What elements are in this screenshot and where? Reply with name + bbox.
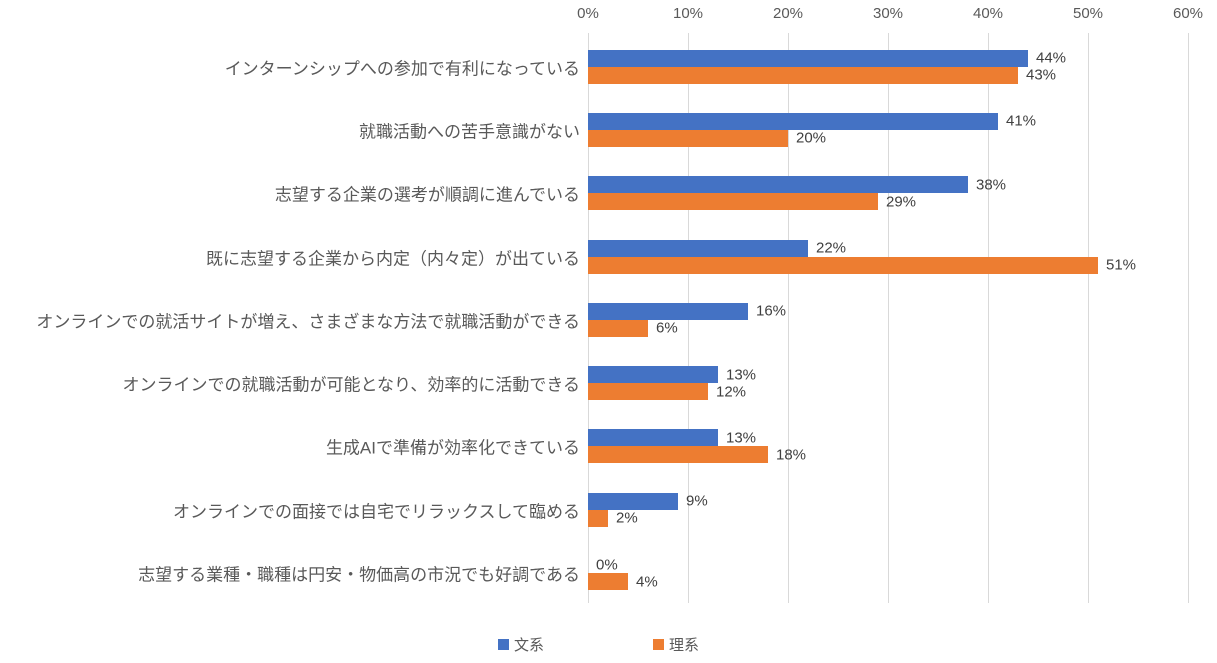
- bar-rikei: [588, 573, 628, 591]
- category-label: 既に志望する企業から内定（内々定）が出ている: [206, 249, 580, 269]
- value-label-bunkei: 41%: [1006, 112, 1037, 130]
- category-label: 志望する業種・職種は円安・物価高の市況でも好調である: [138, 565, 580, 585]
- x-axis-tick-label: 30%: [872, 5, 904, 22]
- value-label-bunkei: 13%: [726, 429, 757, 447]
- value-label-rikei: 43%: [1026, 66, 1057, 84]
- category-label: オンラインでの就職活動が可能となり、効率的に活動できる: [122, 375, 580, 395]
- value-label-rikei: 18%: [776, 446, 807, 464]
- gridline: [788, 33, 789, 603]
- bar-rikei: [588, 509, 608, 527]
- bar-bunkei: [588, 302, 748, 320]
- bar-rikei: [588, 383, 708, 401]
- value-label-rikei: 51%: [1106, 256, 1137, 274]
- bar-rikei: [588, 256, 1098, 274]
- value-label-rikei: 2%: [616, 509, 638, 527]
- value-label-bunkei: 0%: [596, 556, 618, 574]
- category-label: オンラインでの面接では自宅でリラックスして臨める: [173, 502, 580, 522]
- gridline: [988, 33, 989, 603]
- x-axis-tick-label: 40%: [972, 5, 1004, 22]
- legend-item-rikei: 理系: [653, 637, 700, 654]
- value-label-bunkei: 16%: [756, 302, 787, 320]
- value-label-bunkei: 22%: [816, 239, 847, 257]
- category-label: オンラインでの就活サイトが増え、さまざまな方法で就職活動ができる: [36, 312, 580, 332]
- gridline: [888, 33, 889, 603]
- legend-label-bunkei: 文系: [514, 637, 545, 654]
- bar-bunkei: [588, 239, 808, 257]
- bar-bunkei: [588, 366, 718, 384]
- bar-rikei: [588, 193, 878, 211]
- bar-rikei: [588, 446, 768, 464]
- bar-bunkei: [588, 112, 998, 130]
- category-label: 志望する企業の選考が順調に進んでいる: [274, 185, 580, 205]
- x-axis-tick-label: 60%: [1172, 5, 1204, 22]
- bar-bunkei: [588, 49, 1028, 67]
- bar-bunkei: [588, 492, 678, 510]
- x-axis-tick-label: 10%: [672, 5, 704, 22]
- x-axis-tick-label: 20%: [772, 5, 804, 22]
- gridline: [1088, 33, 1089, 603]
- value-label-rikei: 4%: [636, 573, 658, 591]
- legend-swatch-bunkei: [498, 639, 509, 650]
- category-label: インターンシップへの参加で有利になっている: [224, 59, 580, 79]
- x-axis-tick-label: 0%: [577, 5, 599, 22]
- bar-rikei: [588, 319, 648, 337]
- value-label-bunkei: 44%: [1036, 49, 1067, 67]
- value-label-bunkei: 13%: [726, 366, 757, 384]
- value-label-rikei: 20%: [796, 129, 827, 147]
- legend-label-rikei: 理系: [669, 637, 700, 654]
- value-label-bunkei: 9%: [686, 492, 708, 510]
- value-label-rikei: 6%: [656, 319, 678, 337]
- legend-item-bunkei: 文系: [498, 637, 545, 654]
- value-label-bunkei: 38%: [976, 176, 1007, 194]
- x-axis-tick-label: 50%: [1072, 5, 1104, 22]
- bar-rikei: [588, 66, 1018, 84]
- gridline: [1188, 33, 1189, 603]
- bar-bunkei: [588, 176, 968, 194]
- value-label-rikei: 12%: [716, 383, 747, 401]
- bar-rikei: [588, 129, 788, 147]
- category-label: 就職活動への苦手意識がない: [359, 122, 580, 142]
- legend-swatch-rikei: [653, 639, 664, 650]
- value-label-rikei: 29%: [886, 193, 917, 211]
- category-label: 生成AIで準備が効率化できている: [325, 438, 580, 458]
- bar-bunkei: [588, 429, 718, 447]
